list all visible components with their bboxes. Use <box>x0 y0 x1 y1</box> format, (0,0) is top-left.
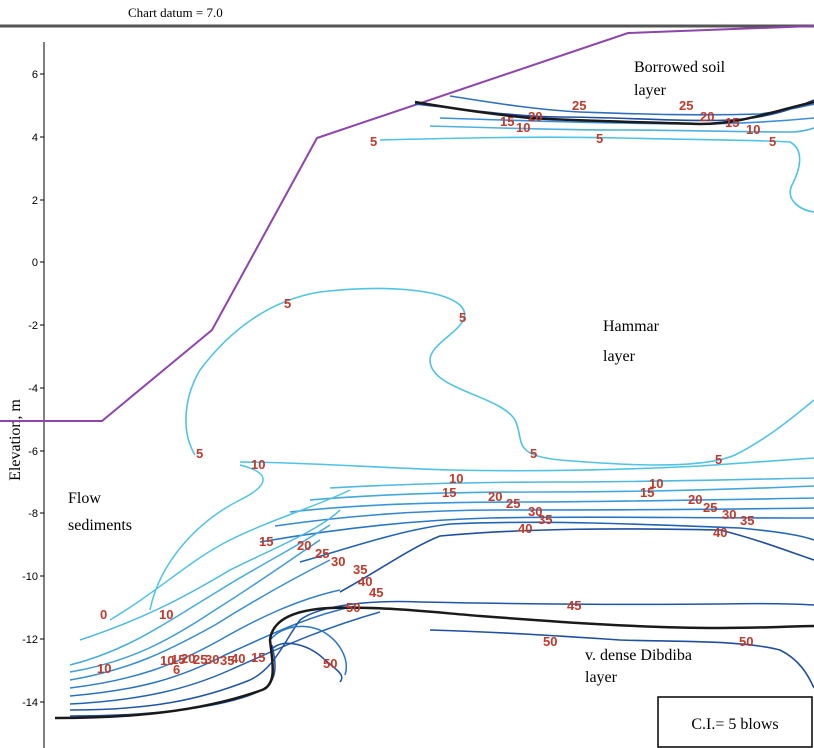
contour-label: 40 <box>518 521 532 536</box>
contour-label: 25 <box>193 652 207 667</box>
contour-label: 50 <box>543 634 557 649</box>
contour-label: 5 <box>769 134 776 149</box>
contour-label: 20 <box>528 109 542 124</box>
contour-label: 10 <box>649 476 663 491</box>
contour-label: 25 <box>679 98 693 113</box>
contour-interval-legend: C.I.= 5 blows <box>657 696 813 748</box>
contour-label: 10 <box>160 653 174 668</box>
contour-label: 45 <box>567 598 581 613</box>
y-tick-label: 4 <box>32 132 38 144</box>
contour-labels: 25 25 20 15 10 20 15 10 5 5 5 5 5 5 5 5 … <box>97 98 776 677</box>
dibdiba-boundary <box>54 606 814 720</box>
chart-datum-label: Chart datum = 7.0 <box>128 5 223 20</box>
contour-label: 45 <box>369 585 383 600</box>
contour-label: 35 <box>538 512 552 527</box>
contour-label: 20 <box>181 651 195 666</box>
y-tick-label: -12 <box>22 634 38 646</box>
y-axis-tick-labels: 6 4 2 0 -2 -4 -6 -8 -10 -12 -14 <box>22 69 38 709</box>
contour-label: 5 <box>596 131 603 146</box>
contour-label: 15 <box>259 534 273 549</box>
flow-sediments-label: Flow <box>68 490 101 507</box>
borrowed-soil-contours <box>379 95 814 213</box>
contour-label: 5 <box>284 296 291 311</box>
borrowed-soil-boundary <box>414 100 814 126</box>
hammar-layer-label: Hammar <box>603 318 660 335</box>
contour-label: 25 <box>506 496 520 511</box>
y-axis-ticks <box>40 73 44 703</box>
y-tick-label: -4 <box>28 383 38 395</box>
hammar-contours <box>185 287 814 466</box>
contour-label: 50 <box>323 656 337 671</box>
y-tick-label: -6 <box>28 446 38 458</box>
dibdiba-contours <box>429 629 814 689</box>
contour-label: 15 <box>171 652 185 667</box>
contour-label: 10 <box>97 661 111 676</box>
contour-label: 10 <box>449 471 463 486</box>
contour-label: 15 <box>251 650 265 665</box>
contour-label: 10 <box>516 120 530 135</box>
contour-label: 6 <box>173 662 180 677</box>
contour-label: 50 <box>739 634 753 649</box>
borrowed-soil-label: Borrowed soil <box>634 59 726 76</box>
contour-label: 30 <box>528 504 542 519</box>
contour-label: 35 <box>353 562 367 577</box>
contour-label: 35 <box>740 513 754 528</box>
dibdiba-layer-label: v. dense Dibdiba <box>585 647 692 664</box>
contour-label: 40 <box>713 525 727 540</box>
contour-label: 5 <box>459 310 466 325</box>
y-tick-label: -14 <box>22 697 38 709</box>
contour-label: 30 <box>205 652 219 667</box>
flow-sediments-label-line2: sediments <box>68 517 132 534</box>
layer-names: Borrowed soil layer Hammar layer Flow se… <box>68 59 726 686</box>
contour-label: 25 <box>315 546 329 561</box>
legend-box <box>657 696 813 748</box>
contour-label: 5 <box>715 452 722 467</box>
borrowed-soil-label-line2: layer <box>634 82 667 99</box>
slope-profile-line <box>0 25 814 422</box>
contour-label: 40 <box>358 574 372 589</box>
contour-label: 35 <box>220 653 234 668</box>
y-tick-label: -8 <box>28 508 38 520</box>
upper-contour-band <box>239 457 814 593</box>
y-tick-label: -2 <box>28 320 38 332</box>
contour-label: 10 <box>159 607 173 622</box>
contour-label: 10 <box>251 457 265 472</box>
contour-label: 15 <box>725 115 739 130</box>
contour-label: 5 <box>530 446 537 461</box>
contour-label: 20 <box>488 489 502 504</box>
contour-label: 0 <box>100 607 107 622</box>
y-tick-label: -10 <box>22 571 38 583</box>
y-tick-label: 2 <box>32 195 38 207</box>
contour-label: 15 <box>500 114 514 129</box>
contour-label: 5 <box>370 134 377 149</box>
contour-label: 30 <box>722 507 736 522</box>
contour-label: 15 <box>442 485 456 500</box>
y-tick-label: 6 <box>32 69 38 81</box>
contour-label: 25 <box>572 98 586 113</box>
toe-contours <box>69 464 814 717</box>
contour-label: 5 <box>196 446 203 461</box>
contour-label: 30 <box>331 554 345 569</box>
contour-label: 20 <box>297 538 311 553</box>
layer-boundaries <box>54 100 814 720</box>
contour-label: 10 <box>746 122 760 137</box>
contour-label: 20 <box>700 109 714 124</box>
y-tick-label: 0 <box>32 257 38 269</box>
contour-label: 15 <box>640 485 654 500</box>
y-axis-label: Elevation, m <box>7 399 24 481</box>
contour-label: 50 <box>346 600 360 615</box>
contour-label: 25 <box>703 500 717 515</box>
legend-text: C.I.= 5 blows <box>691 716 778 733</box>
contour-label: 20 <box>688 492 702 507</box>
hammar-layer-label-line2: layer <box>603 348 636 365</box>
contour-label: 40 <box>231 651 245 666</box>
dibdiba-layer-label-line2: layer <box>585 669 618 686</box>
